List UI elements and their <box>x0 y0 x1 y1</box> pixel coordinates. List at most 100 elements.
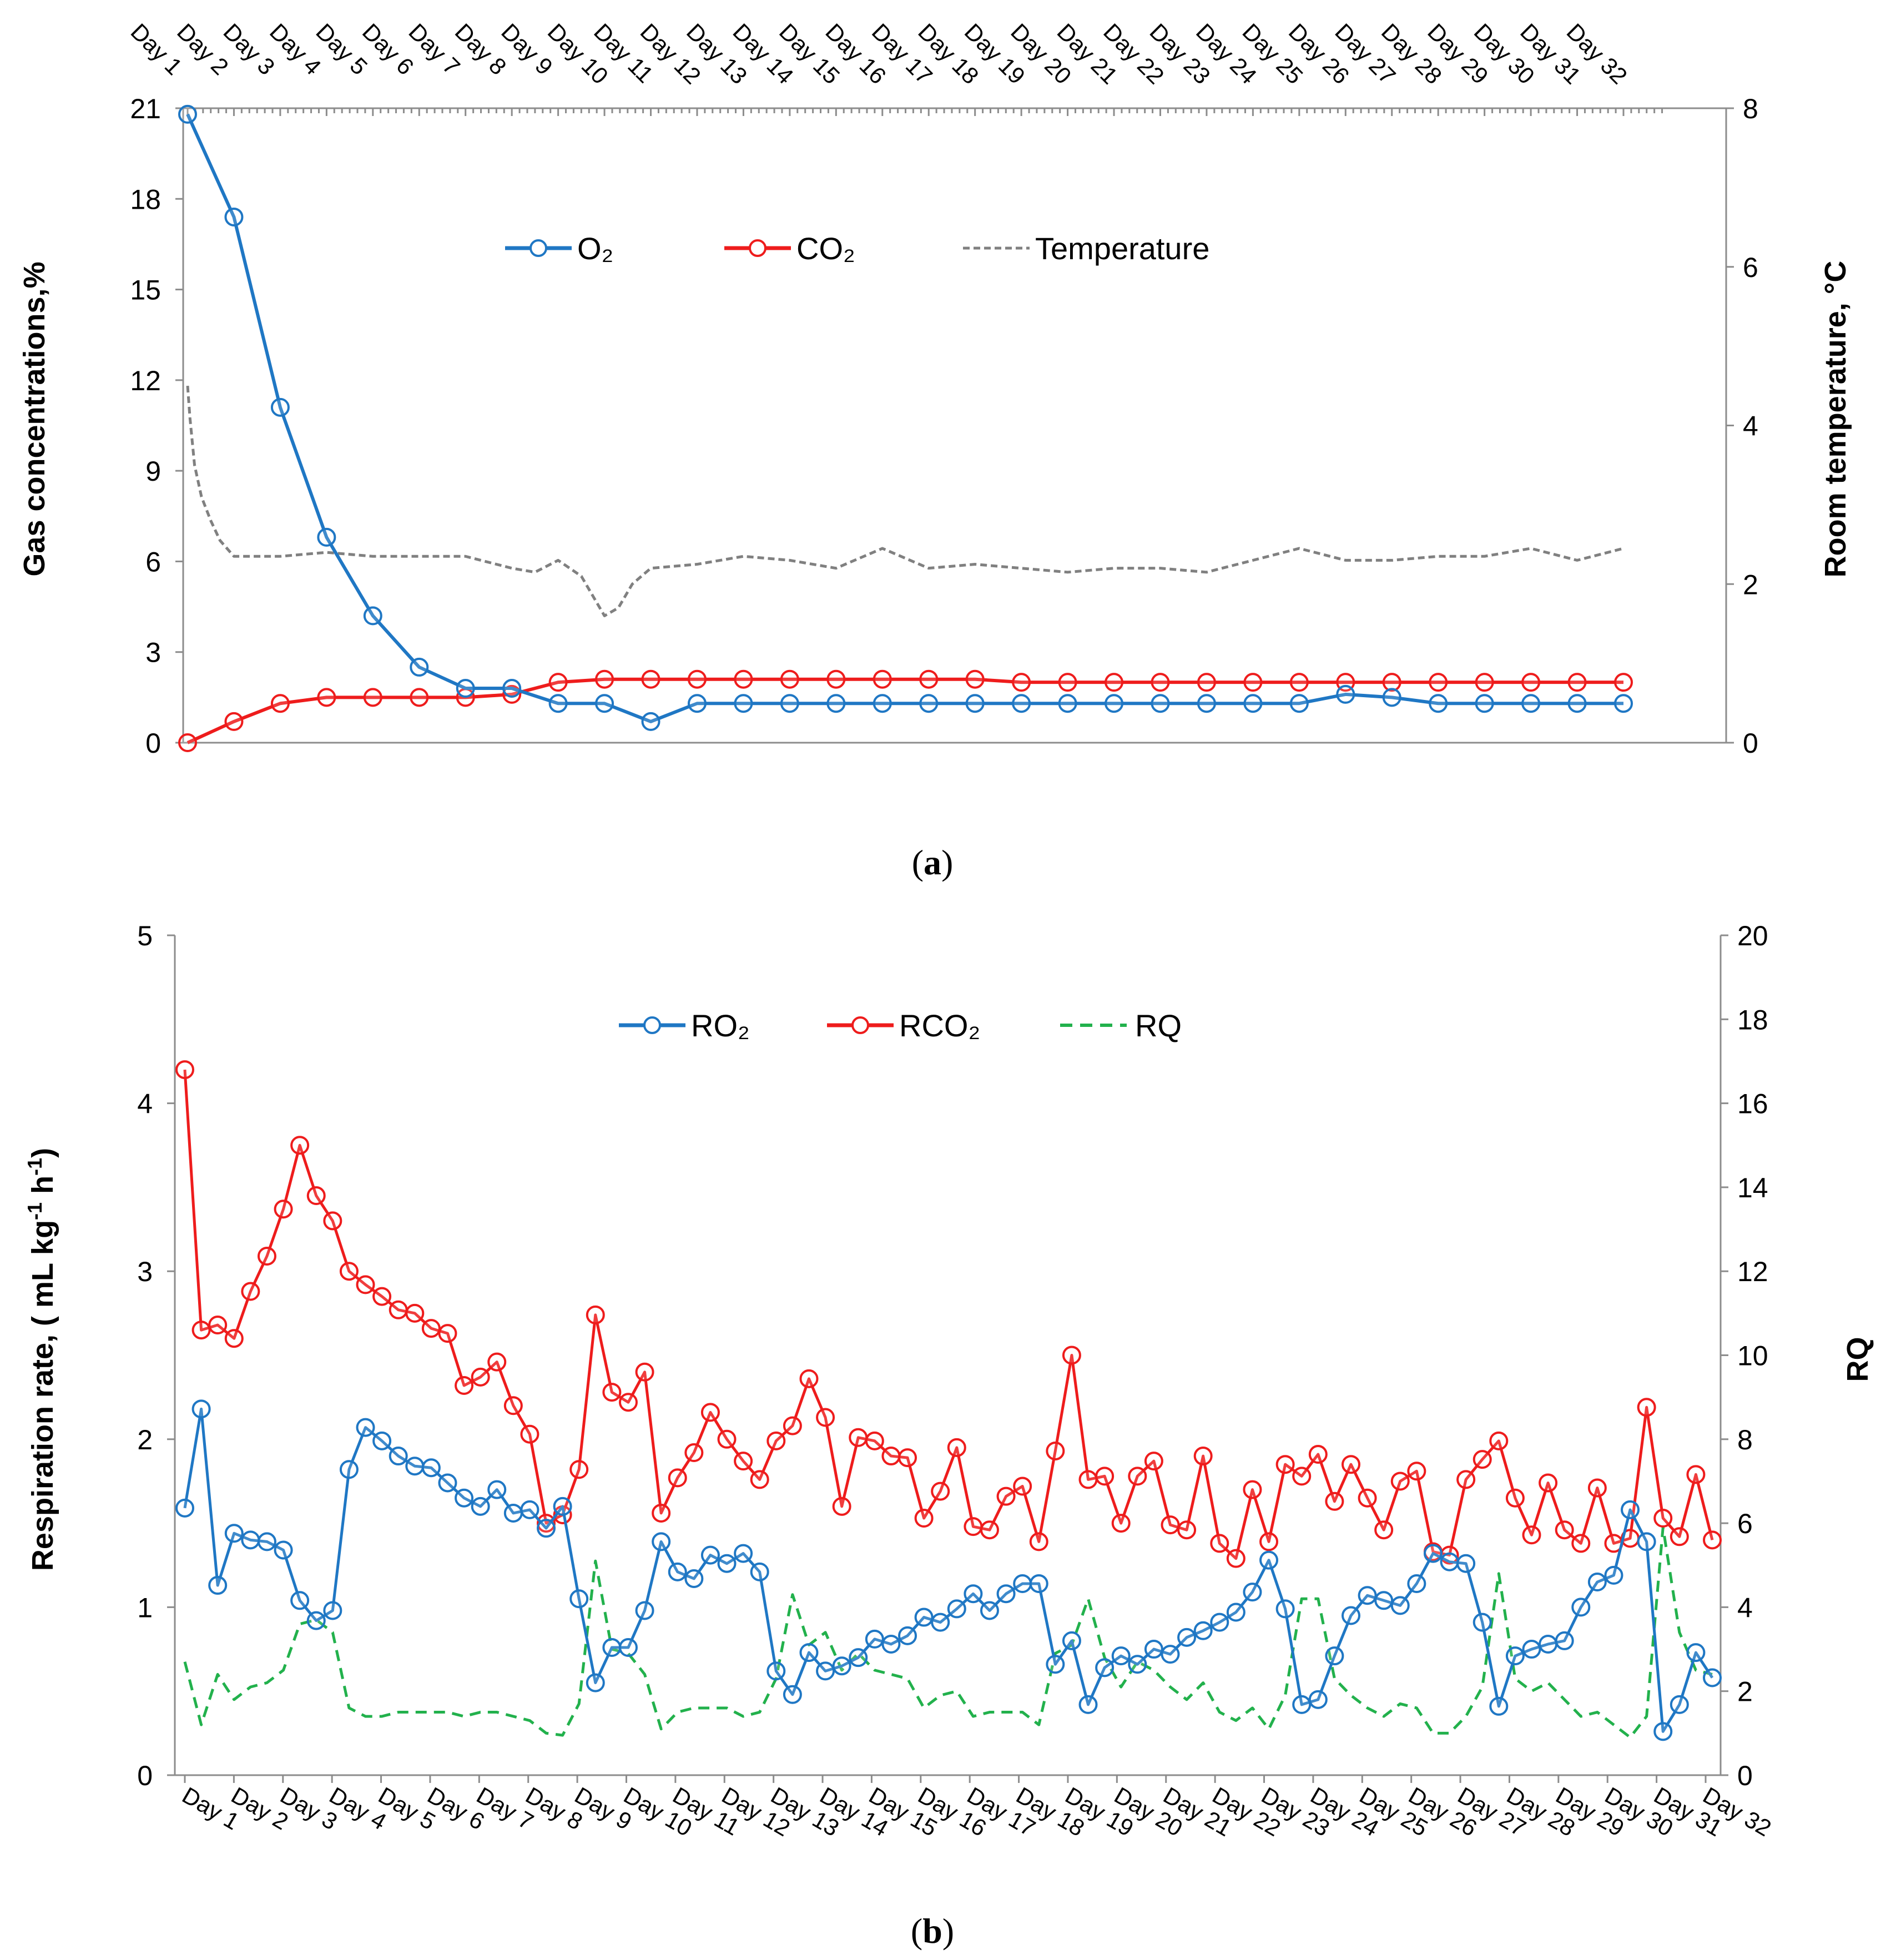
co2-point-day-3 <box>270 694 290 713</box>
o2-point-day-31 <box>1567 694 1587 713</box>
rco2-point <box>980 1520 999 1540</box>
ro2-point <box>684 1569 704 1588</box>
legend-temperature-label: Temperature <box>1035 231 1209 266</box>
ro2-point <box>1456 1554 1476 1573</box>
rco2-point <box>668 1468 687 1488</box>
rco2-point <box>1193 1447 1213 1466</box>
panel-b-y2-axis-title: RQ <box>1841 1337 1874 1382</box>
rco2-point <box>1686 1465 1706 1484</box>
panel-a-x-tick-label: Day 2 <box>172 18 234 80</box>
co2-point-day-2 <box>224 712 244 731</box>
ro2-point <box>306 1611 326 1630</box>
rco2-point <box>389 1300 408 1319</box>
ro2-point <box>1505 1646 1525 1666</box>
ro2-point <box>1621 1500 1640 1519</box>
co2-point-day-13 <box>734 669 753 689</box>
panel-b-y2-tick-label: 8 <box>1737 1424 1753 1455</box>
o2-point-day-17 <box>919 694 939 713</box>
legend-co2-label: CO₂ <box>796 231 855 266</box>
ro2-point <box>1374 1591 1394 1610</box>
panel-a-y-tick-label: 18 <box>130 184 161 215</box>
panel-b-y2-tick-label: 18 <box>1737 1004 1768 1035</box>
panel-b-y2-tick-label: 20 <box>1737 920 1768 951</box>
ro2-point <box>274 1540 293 1560</box>
o2-point-day-6 <box>410 657 429 677</box>
panel-b-y2-tick-label: 16 <box>1737 1089 1768 1120</box>
rco2-point <box>1046 1441 1065 1460</box>
rco2-point <box>339 1262 359 1281</box>
ro2-point <box>1161 1645 1180 1664</box>
rco2-point <box>914 1509 934 1528</box>
o2-point-day-25 <box>1289 694 1309 713</box>
ro2-point <box>1259 1550 1279 1570</box>
co2-point-day-15 <box>826 669 846 689</box>
rco2-point <box>1539 1473 1558 1493</box>
ro2-point <box>602 1638 622 1657</box>
ro2-point <box>996 1584 1016 1604</box>
co2-point-day-11 <box>641 669 660 689</box>
rco2-point <box>849 1428 868 1447</box>
ro2-point <box>635 1601 654 1620</box>
panel-a-y2-axis-title: Room temperature, °C <box>1819 261 1852 578</box>
ro2-point <box>389 1447 408 1466</box>
panel-a-x-tick-label: Day 6 <box>357 18 419 80</box>
co2-point-day-29 <box>1475 673 1494 692</box>
ro2-point <box>832 1656 851 1676</box>
ro2-point <box>520 1500 539 1519</box>
o2-point-day-18 <box>965 694 985 713</box>
rco2-point <box>1275 1455 1295 1474</box>
panel-a-y2-tick-label: 6 <box>1743 252 1758 283</box>
ro2-point <box>1046 1655 1065 1674</box>
rco2-point <box>1259 1532 1279 1551</box>
rco2-point <box>684 1443 704 1463</box>
rco2-point <box>520 1424 539 1444</box>
ro2-point <box>208 1576 228 1595</box>
ro2-point <box>290 1591 310 1610</box>
o2-point-day-22 <box>1151 694 1170 713</box>
panel-a-y-tick-label: 21 <box>130 93 161 124</box>
co2-point-day-14 <box>780 669 799 689</box>
panel-b-y2-tick-label: 6 <box>1737 1508 1753 1539</box>
ro2-point <box>816 1661 835 1681</box>
rco2-point <box>799 1369 819 1388</box>
rco2-point <box>635 1362 654 1382</box>
ro2-point <box>931 1613 950 1632</box>
panel-b-y-tick-label: 3 <box>137 1256 153 1287</box>
o2-point-day-7 <box>456 679 475 698</box>
panel-a-y2-tick-label: 8 <box>1743 93 1758 124</box>
co2-point-day-30 <box>1521 673 1541 692</box>
ro2-point <box>191 1399 211 1419</box>
panel-b-y-tick-label: 0 <box>137 1760 153 1791</box>
co2-point-day-19 <box>1012 673 1031 692</box>
rco2-point <box>487 1352 507 1372</box>
o2-point-day-12 <box>687 694 707 713</box>
legend-rco2-marker <box>851 1016 869 1034</box>
ro2-point <box>1604 1565 1623 1585</box>
ro2-point <box>537 1519 556 1538</box>
ro2-point <box>1703 1668 1722 1687</box>
o2-point-day-2 <box>224 207 244 226</box>
rco2-point <box>1341 1455 1360 1474</box>
co2-point-day-9 <box>548 673 568 692</box>
rco2-point <box>618 1393 638 1412</box>
rco2-point <box>1522 1525 1541 1545</box>
rco2-point <box>832 1497 851 1516</box>
panel-a-y2-tick-label: 0 <box>1743 728 1758 759</box>
o2-point-day-15 <box>826 694 846 713</box>
panel-b-y-tick-label: 2 <box>137 1424 153 1455</box>
rco2-point <box>1670 1527 1689 1546</box>
panel-a-y2-tick-label: 2 <box>1743 569 1758 600</box>
ro2-point <box>1292 1695 1312 1714</box>
rco2-point <box>537 1514 556 1533</box>
ro2-point <box>947 1599 966 1619</box>
o2-point-day-28 <box>1429 694 1448 713</box>
panel-a-y-tick-label: 9 <box>145 456 161 487</box>
rco2-point <box>471 1367 490 1387</box>
rco2-point <box>964 1517 983 1536</box>
legend-rco2-label: RCO₂ <box>899 1008 980 1043</box>
ro2-point <box>455 1488 474 1508</box>
panel-a-y-tick-label: 12 <box>130 365 161 396</box>
ro2-point <box>1637 1532 1656 1551</box>
